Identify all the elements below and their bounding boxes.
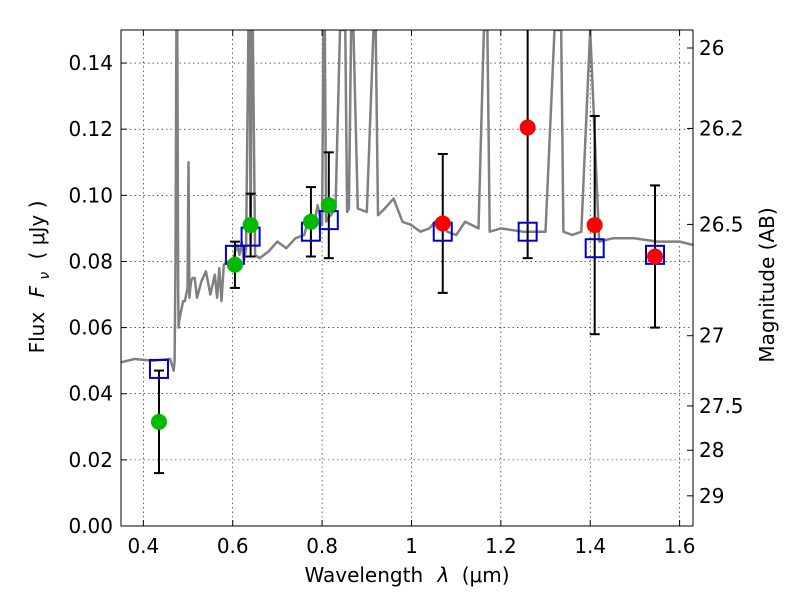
x-tick-label: 0.6 (217, 534, 249, 558)
y-tick-label: 0.00 (68, 514, 113, 538)
y2-axis-ticks: 26 26.2 26.5 27 27.5 28 29 (687, 36, 744, 508)
x-axis-ticks: 0.4 0.6 0.8 1 1.2 1.4 1.6 (127, 30, 696, 558)
y-tick-label: 0.04 (68, 382, 113, 406)
observed-point (320, 197, 337, 214)
x-tick-label: 1.2 (485, 534, 517, 558)
y2-tick-label: 26.2 (699, 116, 744, 140)
y2-tick-label: 27.5 (699, 394, 744, 418)
observed-point (226, 256, 243, 273)
observed-point (434, 215, 451, 232)
observed-points (150, 119, 664, 430)
observed-point (242, 217, 259, 234)
x-tick-label: 1 (405, 534, 418, 558)
x-tick-label: 1.6 (664, 534, 696, 558)
y-axis-label-unit: ( μJy ) (25, 201, 49, 260)
x-tick-label: 1.4 (574, 534, 606, 558)
observed-point (586, 217, 603, 234)
y-axis-ticks: 0.00 0.02 0.04 0.06 0.08 0.10 0.12 0.14 (68, 51, 127, 538)
plot-frame (120, 29, 694, 527)
observed-point (519, 119, 536, 136)
x-tick-label: 0.8 (306, 534, 338, 558)
y-axis-label: Flux F ν ( μJy ) (25, 201, 54, 354)
y-tick-label: 0.12 (68, 117, 113, 141)
y-axis-label-main: Flux (25, 312, 49, 354)
x-axis-label-symbol: λ (437, 563, 450, 587)
y2-tick-label: 28 (699, 438, 724, 462)
model-photometry-square (584, 238, 605, 259)
error-bars (153, 30, 661, 475)
y-tick-label: 0.08 (68, 249, 113, 273)
observed-point (302, 213, 319, 230)
y-tick-label: 0.02 (68, 448, 113, 472)
observed-point (647, 248, 664, 265)
y-tick-label: 0.06 (68, 316, 113, 340)
y-tick-label: 0.14 (68, 51, 113, 75)
x-axis-label-unit: (μm) (462, 563, 510, 587)
y2-tick-label: 26 (699, 36, 724, 60)
model-photometry-square (148, 358, 169, 379)
y-tick-label: 0.10 (68, 183, 113, 207)
y2-tick-label: 26.5 (699, 212, 744, 236)
y-axis-label-symbol: F (25, 285, 49, 297)
x-axis-label-main: Wavelength (304, 563, 423, 587)
y2-axis-label: Magnitude (AB) (755, 207, 779, 362)
x-tick-label: 0.4 (127, 534, 159, 558)
y2-tick-label: 29 (699, 484, 724, 508)
observed-point (150, 413, 167, 430)
model-photometry-square (517, 221, 538, 242)
y-axis-label-sub: ν (37, 272, 53, 280)
y2-tick-label: 27 (699, 324, 724, 348)
x-axis-label: Wavelength λ (μm) (304, 563, 509, 587)
